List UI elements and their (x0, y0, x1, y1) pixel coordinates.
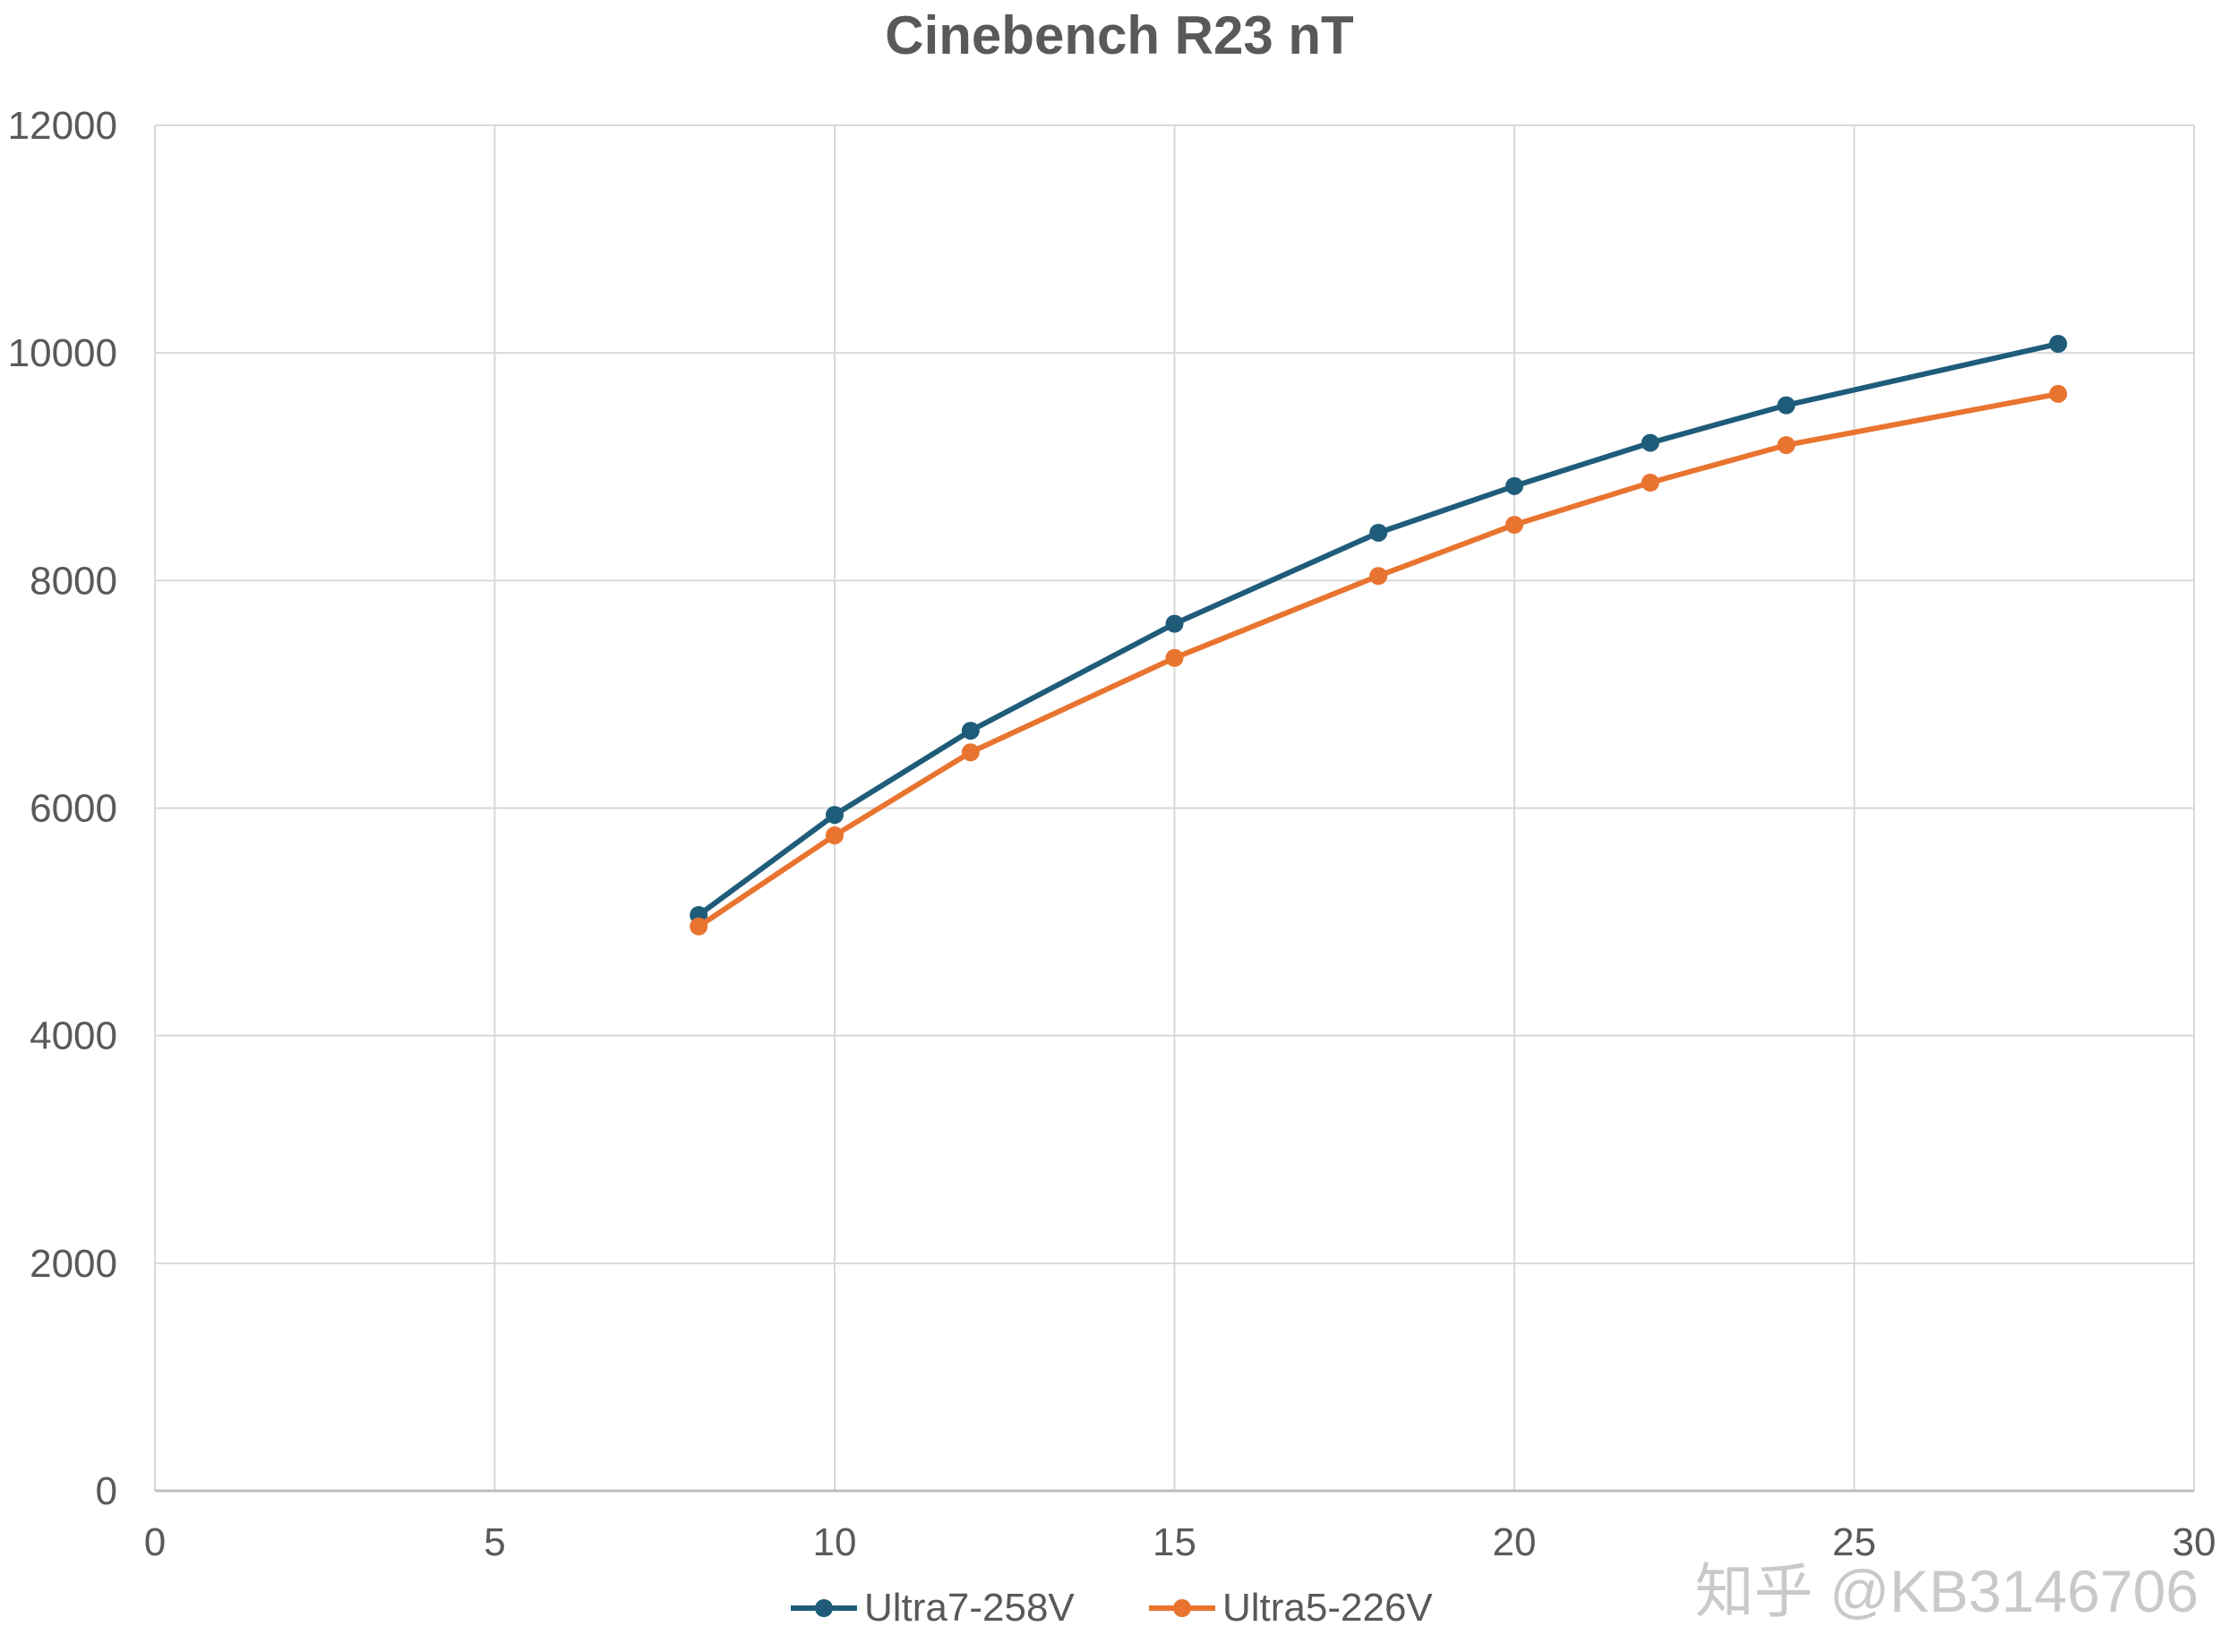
legend-item: Ultra7-258V (791, 1586, 1075, 1630)
data-point (826, 806, 844, 825)
data-point (1505, 476, 1523, 495)
data-point (1369, 523, 1388, 542)
x-tick-label: 15 (1153, 1520, 1196, 1564)
legend-item: Ultra5-226V (1149, 1586, 1433, 1630)
series-group (690, 335, 2068, 936)
chart-title: Cinebench R23 nT (885, 5, 1353, 65)
data-point (2049, 335, 2068, 353)
y-tick-label: 8000 (30, 559, 117, 603)
legend-marker (1173, 1599, 1191, 1617)
x-tick-label: 25 (1832, 1520, 1876, 1564)
grid (154, 124, 2195, 1492)
data-point (1641, 474, 1659, 492)
series-1 (690, 384, 2068, 936)
data-point (1641, 433, 1659, 452)
data-point (2049, 384, 2068, 403)
series-0 (690, 335, 2068, 924)
legend-label: Ultra5-226V (1222, 1586, 1433, 1630)
data-point (690, 917, 708, 936)
data-point (1777, 396, 1796, 415)
legend: Ultra7-258V Ultra5-226V (791, 1586, 1433, 1630)
y-tick-label: 6000 (30, 787, 117, 831)
x-tick-label: 0 (144, 1520, 166, 1564)
x-tick-label: 5 (484, 1520, 505, 1564)
y-tick-label: 4000 (30, 1014, 117, 1058)
data-point (1165, 648, 1184, 667)
axes: 0 5 10 15 20 25 30 0 2000 4000 6000 8000 10000 12000 (8, 104, 2216, 1564)
legend-label: Ultra7-258V (864, 1586, 1075, 1630)
legend-marker (815, 1599, 833, 1617)
y-tick-label: 10000 (8, 331, 117, 375)
y-tick-label: 0 (96, 1469, 117, 1513)
x-tick-label: 20 (1493, 1520, 1537, 1564)
x-tick-label: 10 (813, 1520, 857, 1564)
x-tick-label: 30 (2173, 1520, 2216, 1564)
data-point (961, 722, 980, 740)
data-point (1777, 436, 1796, 455)
watermark-text: 知乎 @KB3146706 (1695, 1558, 2199, 1624)
data-point (1165, 614, 1184, 633)
data-point (1369, 567, 1388, 586)
y-tick-label: 12000 (8, 104, 117, 148)
data-point (1505, 516, 1523, 535)
data-point (826, 826, 844, 844)
y-tick-label: 2000 (30, 1242, 117, 1286)
data-point (961, 743, 980, 762)
